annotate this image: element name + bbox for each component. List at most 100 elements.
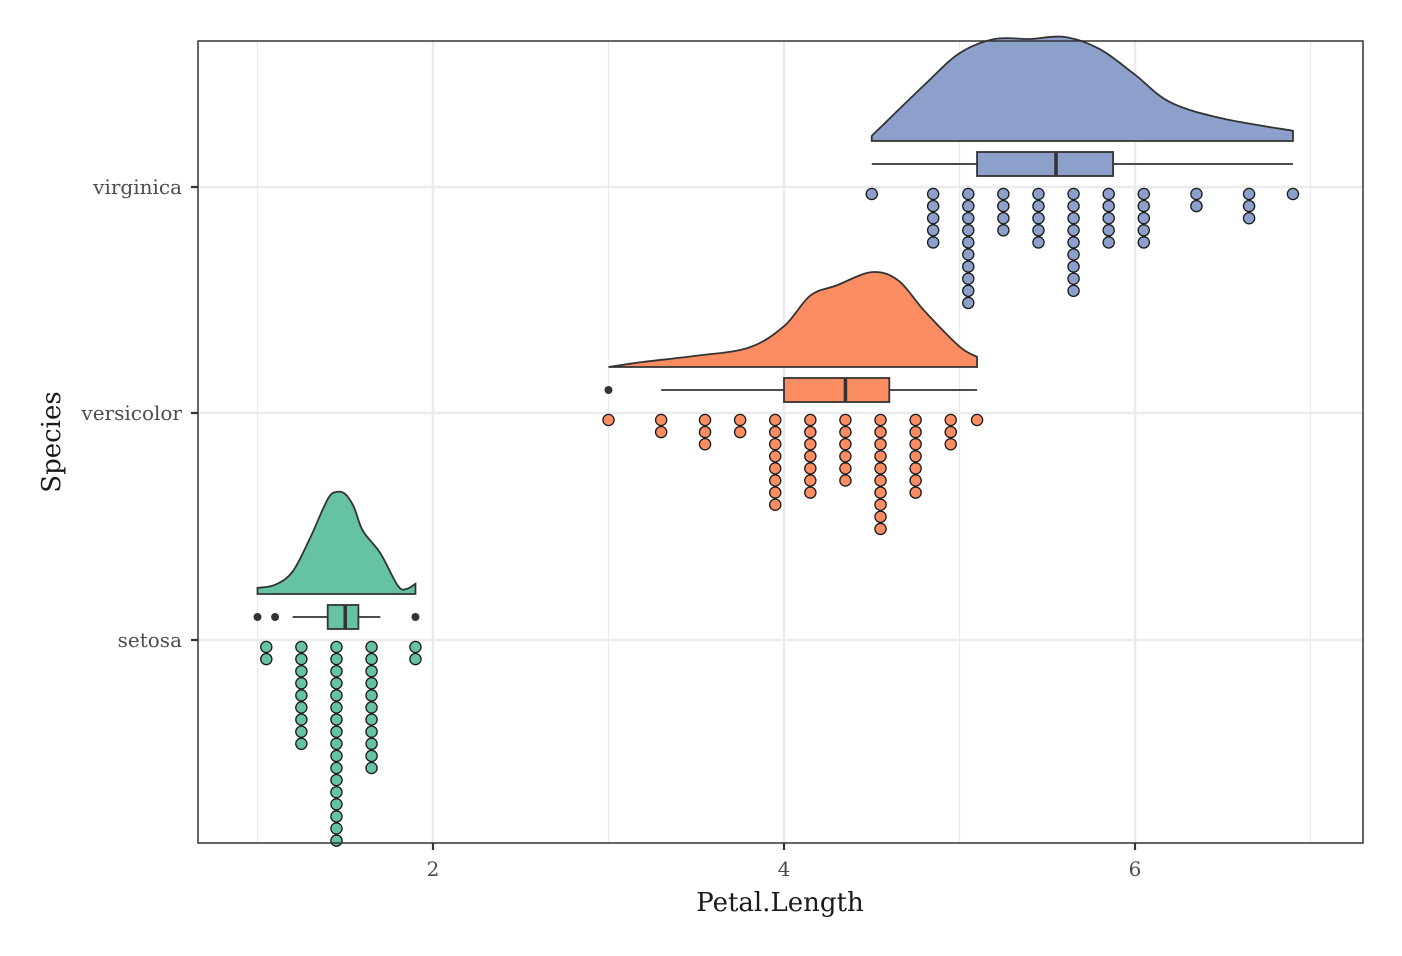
versicolor-data-dot bbox=[698, 413, 712, 427]
setosa-data-dot bbox=[365, 640, 378, 654]
setosa-data-dot bbox=[365, 761, 378, 775]
versicolor-data-dot bbox=[874, 498, 887, 511]
virginica-data-dot bbox=[962, 224, 975, 237]
virginica-data-dot bbox=[1032, 236, 1045, 249]
versicolor-data-dot bbox=[874, 437, 887, 451]
x-axis: 2 4 6 bbox=[427, 843, 1142, 881]
x-tick-label: 6 bbox=[1129, 857, 1142, 881]
setosa-data-dot bbox=[365, 677, 378, 690]
virginica-data-dot bbox=[1102, 187, 1115, 201]
versicolor-data-dot bbox=[804, 486, 817, 499]
setosa-outlier-point bbox=[411, 613, 420, 621]
versicolor-data-dot bbox=[944, 413, 957, 427]
setosa-density-cloud bbox=[256, 490, 417, 595]
setosa-data-dot bbox=[330, 773, 343, 787]
virginica-data-dot bbox=[1242, 187, 1256, 201]
versicolor-data-dot bbox=[944, 437, 957, 451]
density-clouds bbox=[256, 35, 1294, 595]
virginica-data-dot bbox=[1137, 187, 1151, 201]
virginica-data-dot bbox=[1067, 272, 1080, 285]
versicolor-data-dot bbox=[804, 437, 817, 451]
versicolor-data-dot bbox=[733, 425, 747, 439]
versicolor-data-dot bbox=[970, 413, 984, 427]
versicolor-data-dot bbox=[768, 486, 782, 499]
setosa-data-dot bbox=[260, 652, 273, 666]
versicolor-data-dot bbox=[698, 425, 712, 439]
setosa-data-dot bbox=[330, 737, 343, 751]
setosa-outlier-point bbox=[271, 613, 280, 621]
virginica-data-dot bbox=[1067, 284, 1080, 298]
virginica-data-dot bbox=[865, 187, 879, 201]
virginica-data-dot bbox=[1067, 224, 1080, 237]
setosa-data-dot bbox=[365, 713, 378, 726]
setosa-data-dot bbox=[295, 725, 308, 738]
virginica-data-dot bbox=[1242, 199, 1256, 213]
virginica-data-dot bbox=[1067, 248, 1080, 261]
setosa-data-dot bbox=[330, 785, 343, 799]
versicolor-data-dot bbox=[768, 462, 782, 475]
versicolor-box bbox=[783, 377, 891, 403]
versicolor-data-dot bbox=[654, 425, 668, 439]
versicolor-data-dot bbox=[804, 450, 817, 463]
virginica-data-dot bbox=[1067, 260, 1080, 273]
versicolor-data-dot bbox=[909, 450, 922, 463]
versicolor-data-dot bbox=[733, 413, 747, 427]
setosa-data-dot bbox=[365, 737, 378, 751]
virginica-data-dot bbox=[1190, 199, 1203, 213]
versicolor-data-dot bbox=[804, 425, 817, 439]
versicolor-data-dot bbox=[768, 437, 782, 451]
virginica-data-dot bbox=[1102, 224, 1115, 237]
virginica-data-dot bbox=[1032, 224, 1045, 237]
setosa-data-dot bbox=[365, 664, 378, 678]
virginica-data-dot bbox=[1137, 224, 1151, 237]
virginica-data-dot bbox=[1067, 236, 1080, 249]
setosa-data-dot bbox=[330, 652, 343, 666]
setosa-data-dot bbox=[295, 689, 308, 702]
versicolor-data-dot bbox=[909, 462, 922, 475]
versicolor-density-cloud bbox=[608, 271, 978, 368]
virginica-data-dot bbox=[1067, 199, 1080, 213]
versicolor-data-dot bbox=[768, 450, 782, 463]
versicolor-data-dot bbox=[768, 474, 782, 487]
versicolor-data-dot bbox=[909, 425, 922, 439]
versicolor-data-dot bbox=[698, 437, 712, 451]
virginica-data-dot bbox=[926, 187, 940, 201]
virginica-data-dot bbox=[1032, 187, 1045, 201]
setosa-data-dot bbox=[295, 677, 308, 690]
virginica-data-dot bbox=[1137, 211, 1151, 225]
virginica-data-dot bbox=[1190, 187, 1203, 201]
versicolor-data-dot bbox=[839, 474, 852, 487]
setosa-data-dot bbox=[330, 677, 343, 690]
virginica-data-dot bbox=[926, 199, 940, 213]
versicolor-data-dot bbox=[909, 486, 922, 499]
versicolor-data-dot bbox=[839, 450, 852, 463]
virginica-data-dot bbox=[1067, 211, 1080, 225]
virginica-data-dot bbox=[997, 224, 1010, 237]
x-axis-title: Petal.Length bbox=[696, 888, 864, 918]
virginica-data-dot bbox=[1102, 236, 1115, 249]
virginica-data-dot bbox=[1242, 211, 1256, 225]
versicolor-data-dot bbox=[874, 462, 887, 475]
setosa-data-dot bbox=[295, 664, 308, 678]
virginica-density-cloud bbox=[870, 35, 1294, 142]
versicolor-data-dot bbox=[839, 462, 852, 475]
setosa-data-dot bbox=[330, 761, 343, 775]
versicolor-data-dot bbox=[874, 474, 887, 487]
versicolor-data-dot bbox=[909, 437, 922, 451]
versicolor-outlier-point bbox=[604, 386, 613, 394]
setosa-box bbox=[326, 604, 360, 630]
setosa-data-dot bbox=[330, 822, 343, 835]
virginica-data-dot bbox=[962, 272, 975, 285]
x-tick-label: 4 bbox=[778, 857, 791, 881]
virginica-box bbox=[976, 151, 1114, 177]
virginica-data-dot bbox=[962, 260, 975, 273]
virginica-data-dot bbox=[962, 248, 975, 261]
setosa-data-dot bbox=[330, 725, 343, 738]
setosa-data-dot bbox=[330, 749, 343, 763]
y-tick-label: versicolor bbox=[80, 401, 182, 425]
setosa-data-dot bbox=[409, 652, 422, 666]
setosa-data-dot bbox=[295, 652, 308, 666]
setosa-data-dot bbox=[295, 737, 308, 751]
virginica-data-dot bbox=[1067, 187, 1080, 201]
